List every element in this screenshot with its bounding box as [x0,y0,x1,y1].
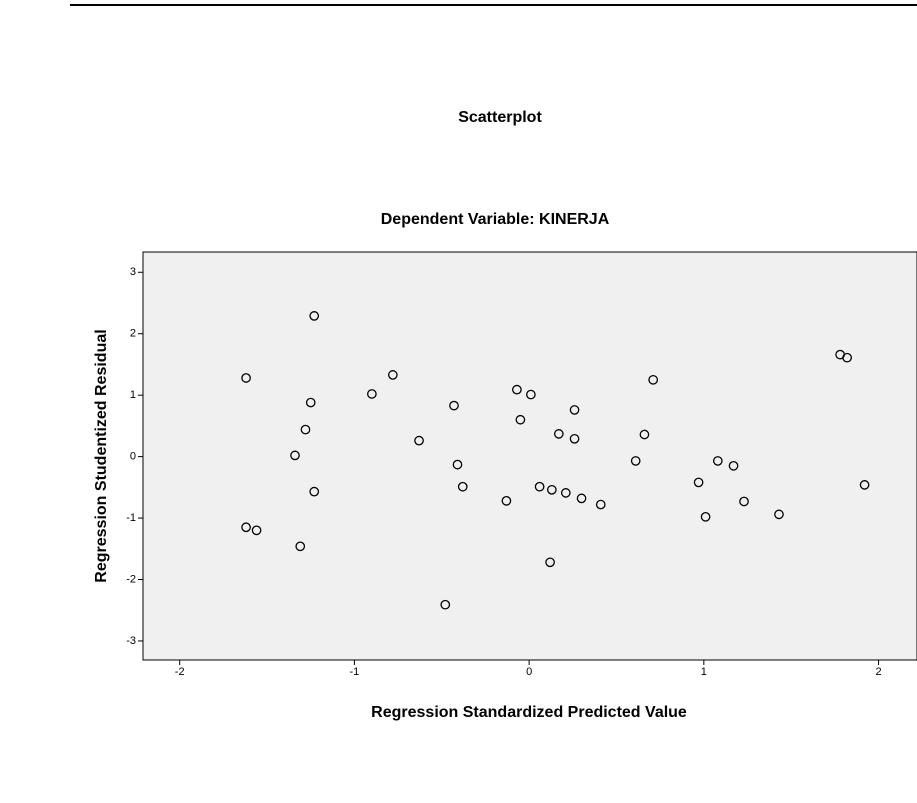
x-tick-label: -1 [350,666,360,678]
y-tick-label: -3 [126,635,136,647]
y-axis-title: Regression Studentized Residual [93,329,110,582]
x-tick-label: 1 [701,666,707,678]
x-tick-label: 2 [875,666,881,678]
chart-subtitle: Dependent Variable: KINERJA [381,211,610,228]
x-tick-label: 0 [526,666,532,678]
plot-area [143,252,917,660]
y-tick-label: 2 [130,328,136,340]
chart-title: Scatterplot [458,109,542,126]
x-axis-title: Regression Standardized Predicted Value [371,704,687,721]
chart: Scatterplot Dependent Variable: KINERJA … [0,0,917,798]
y-tick-label: 3 [130,266,136,278]
y-tick-label: -1 [126,512,136,524]
x-tick-label: -2 [175,666,185,678]
y-tick-label: 1 [130,389,136,401]
y-tick-label: -2 [126,573,136,585]
y-tick-label: 0 [130,451,136,463]
